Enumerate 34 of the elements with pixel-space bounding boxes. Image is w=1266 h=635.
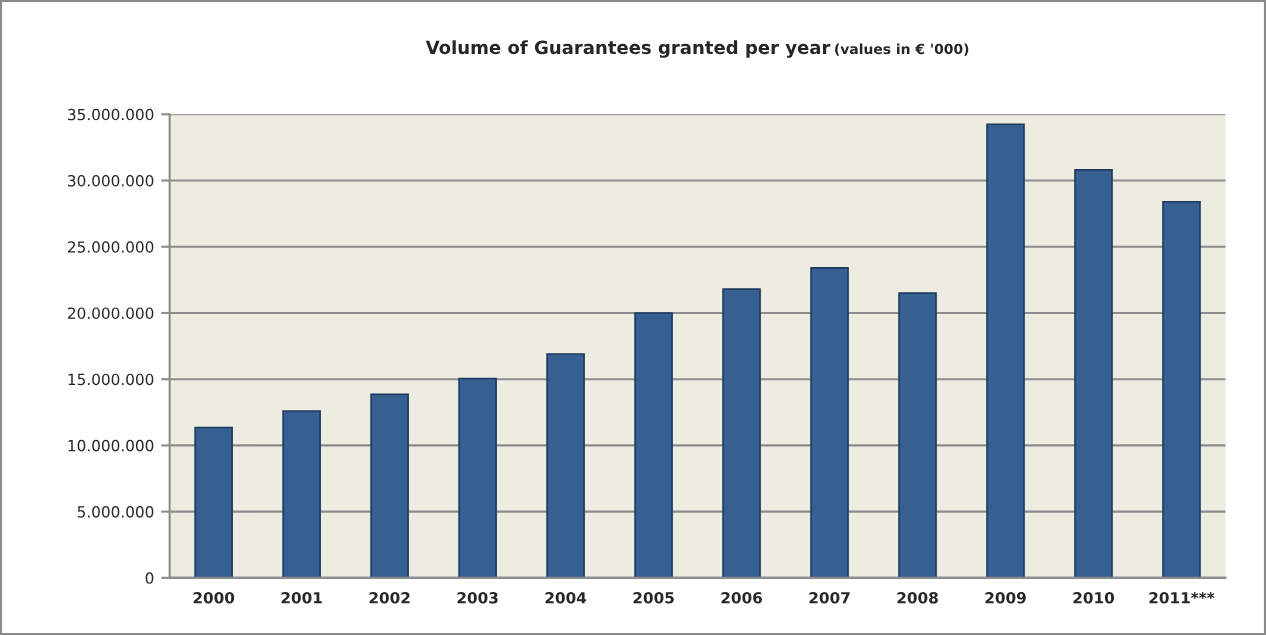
x-tick-label: 2004 bbox=[545, 592, 587, 604]
x-tick-label: 2006 bbox=[721, 592, 762, 604]
x-tick-label: 2009 bbox=[985, 592, 1026, 604]
y-tick-label: 5.000.000 bbox=[77, 506, 154, 518]
y-tick-label: 0 bbox=[145, 572, 154, 584]
x-tick-label: 2003 bbox=[457, 592, 498, 604]
chart-title: Volume of Guarantees granted per year bbox=[425, 40, 831, 58]
x-tick-label: 2008 bbox=[897, 592, 938, 604]
x-tick-label: 2007 bbox=[809, 592, 850, 604]
bar bbox=[370, 393, 409, 578]
bar bbox=[634, 312, 673, 578]
x-tick-label: 2000 bbox=[193, 592, 235, 604]
bar bbox=[546, 353, 585, 578]
bar bbox=[194, 426, 233, 578]
y-tick-label: 30.000.000 bbox=[68, 174, 154, 187]
bar bbox=[898, 292, 937, 578]
x-tick-label: 2005 bbox=[633, 592, 674, 604]
bar bbox=[1074, 169, 1113, 578]
bar bbox=[986, 123, 1025, 578]
bar bbox=[1162, 200, 1201, 578]
bar bbox=[810, 267, 849, 578]
x-tick-label: 2011*** bbox=[1149, 592, 1215, 604]
y-tick-label: 15.000.000 bbox=[68, 373, 154, 386]
x-tick-label: 2010 bbox=[1073, 592, 1115, 604]
y-tick-label: 35.000.000 bbox=[68, 108, 154, 121]
x-tick-label: 2001 bbox=[281, 592, 322, 604]
y-tick-label: 25.000.000 bbox=[68, 241, 154, 253]
bar bbox=[458, 377, 497, 578]
y-tick-label: 10.000.000 bbox=[68, 439, 154, 452]
bar bbox=[282, 410, 321, 578]
x-tick-label: 2002 bbox=[369, 592, 410, 604]
y-tick-label: 20.000.000 bbox=[68, 307, 154, 319]
chart-subtitle: (values in € '000) bbox=[835, 43, 969, 56]
bar bbox=[722, 288, 761, 578]
